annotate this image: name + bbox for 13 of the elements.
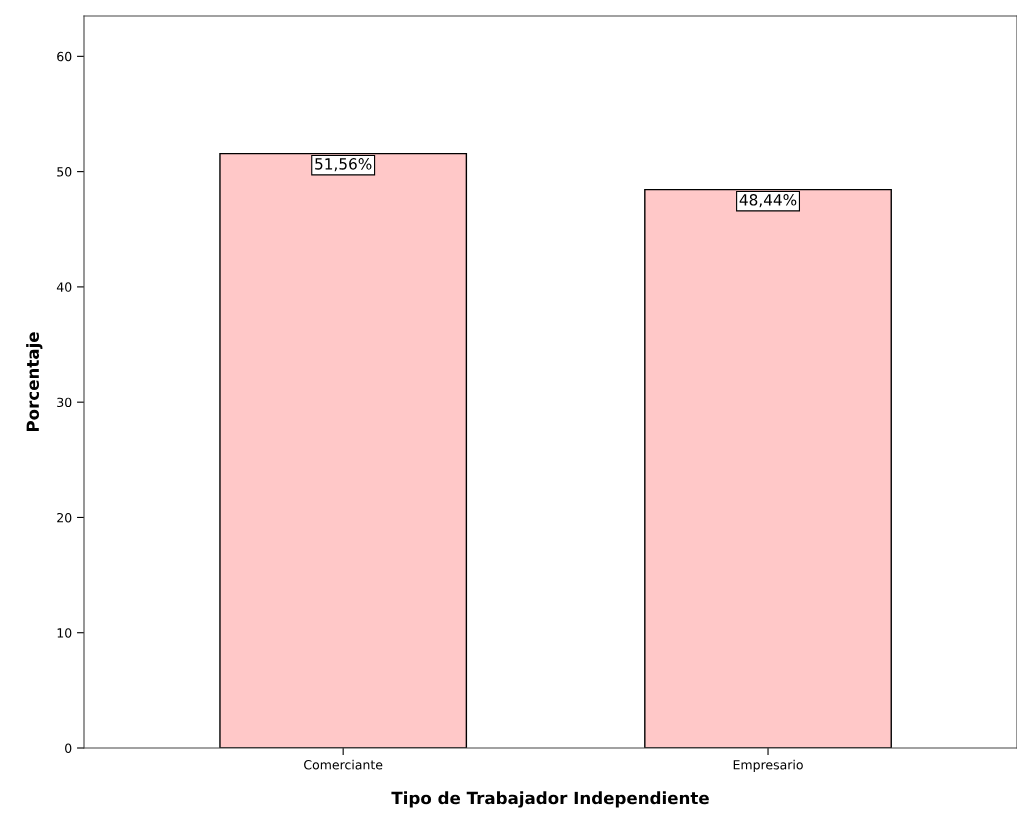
- y-tick-label: 30: [57, 397, 72, 408]
- y-tick-label: 10: [57, 628, 72, 638]
- y-axis-title: Porcentaje: [26, 332, 43, 432]
- x-tick-label: Comerciante: [304, 759, 383, 770]
- x-axis-title: Tipo de Trabajador Independiente: [391, 791, 709, 808]
- y-tick-label: 40: [56, 282, 72, 292]
- y-tick-label: 20: [57, 512, 72, 523]
- y-tick-label: 60: [57, 51, 72, 62]
- y-tick-label: 0: [65, 743, 72, 753]
- y-tick-label: 50: [57, 167, 72, 177]
- data-label: 51,56%: [315, 158, 372, 172]
- data-label: 48,44%: [739, 194, 797, 208]
- x-tick-label: Empresario: [733, 759, 803, 772]
